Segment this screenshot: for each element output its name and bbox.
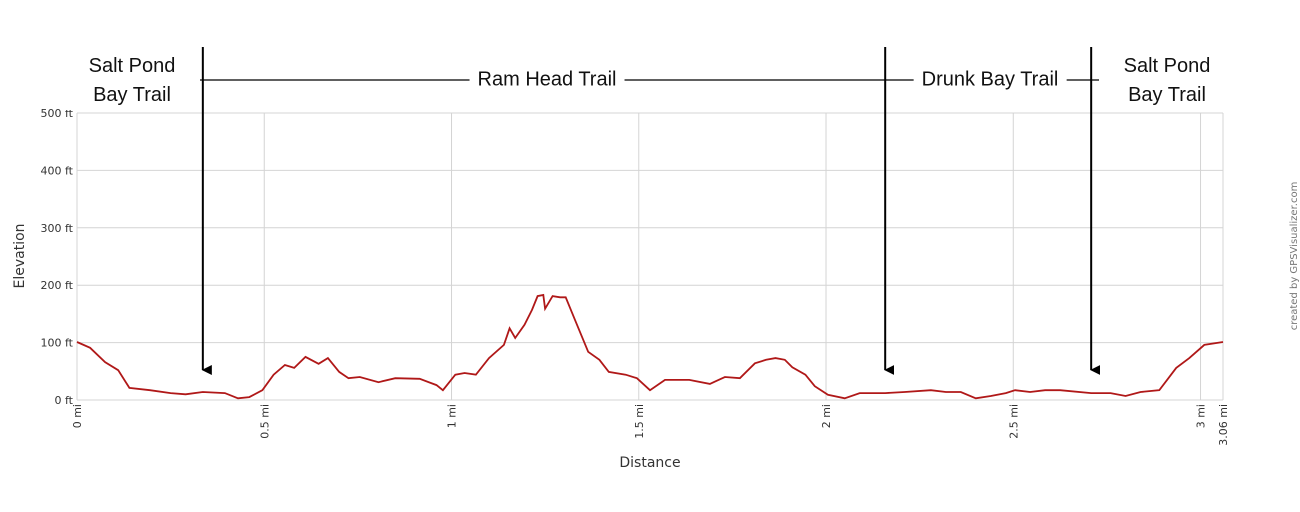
x-axis-label: Distance [619,455,680,471]
credit: created by GPSVisualizer.com [1289,182,1300,331]
y-tick-label: 300 ft [41,222,74,235]
trail-label: Ram Head Trail [469,65,625,95]
elevation-line [76,293,1224,400]
grid [76,112,1224,401]
x-tick-label: 0 mi [71,404,84,428]
y-tick-label: 100 ft [41,337,74,350]
x-tick-label: 0.5 mi [258,404,271,439]
trail-label: Drunk Bay Trail [913,65,1067,95]
x-tick-label: 1 mi [446,404,459,428]
trail-label: Salt Pond Bay Trail [64,52,200,110]
x-tick-label: 3 mi [1195,404,1208,428]
x-tick-label: 3.06 mi [1217,404,1230,446]
y-axis-label: Elevation [12,223,28,288]
x-tick-label: 1.5 mi [633,404,646,439]
x-tick-label: 2 mi [820,404,833,428]
x-tick-label: 2.5 mi [1007,404,1020,439]
y-tick-label: 0 ft [55,394,74,407]
y-tick-label: 500 ft [41,107,74,120]
y-tick-label: 400 ft [41,164,74,177]
trail-label: Salt Pond Bay Trail [1099,52,1235,110]
y-tick-label: 200 ft [41,279,74,292]
